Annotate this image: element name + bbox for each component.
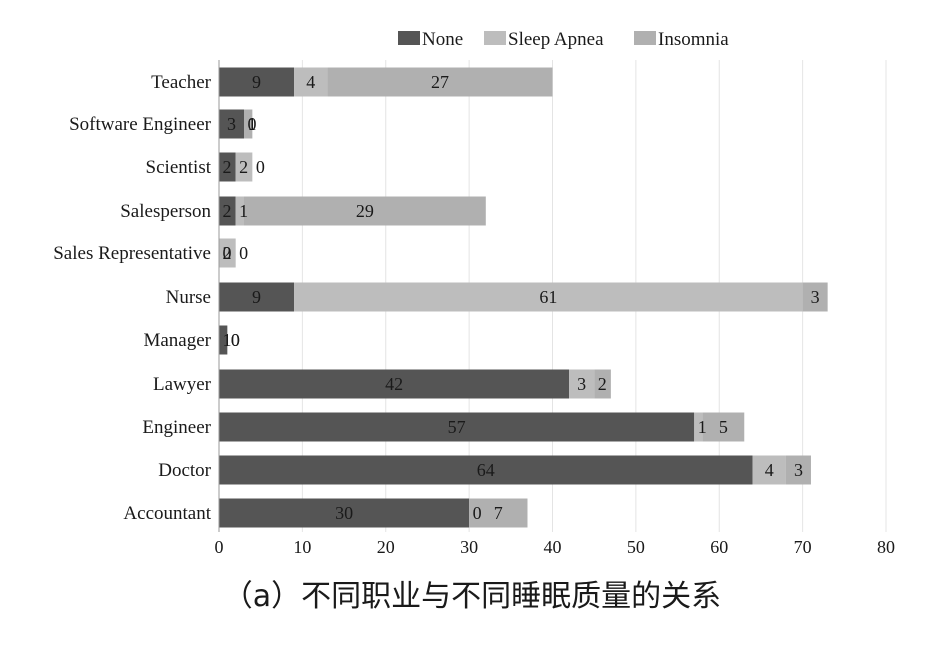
bar-teacher-none — [219, 67, 295, 97]
bar-software-engineer-insomnia — [244, 109, 253, 139]
legend-label-none: None — [422, 29, 463, 50]
x-tick-labels: 0 10 20 30 40 50 60 70 80 — [215, 537, 896, 557]
data-label-engineer-none: 57 — [448, 417, 466, 437]
x-tick-label-50: 50 — [627, 537, 645, 557]
category-label-nurse: Nurse — [166, 287, 211, 308]
data-label-engineer-sleep-apnea: 1 — [698, 417, 707, 437]
legend-swatch-insomnia — [634, 31, 656, 45]
data-label-software-engineer-sleep-apnea: 0 — [248, 114, 257, 134]
category-label-accountant: Accountant — [123, 503, 211, 524]
bar-lawyer-none — [219, 369, 570, 399]
data-label-lawyer-sleep-apnea: 3 — [577, 374, 586, 394]
x-tick-label-70: 70 — [794, 537, 812, 557]
category-label-software-engineer: Software Engineer — [69, 114, 212, 135]
data-label-manager-sleep-apnea: 0 — [231, 330, 240, 350]
bar-doctor-sleep-apnea — [752, 455, 786, 485]
category-label-manager: Manager — [143, 330, 211, 351]
bar-nurse-sleep-apnea — [294, 282, 803, 312]
data-label-salesperson-none: 2 — [223, 201, 232, 221]
data-label-software-engineer-insomnia: 1 — [248, 114, 257, 134]
data-label-scientist-none: 2 — [223, 157, 232, 177]
data-label-doctor-sleep-apnea: 4 — [765, 460, 774, 480]
data-label-salesperson-insomnia: 29 — [356, 201, 374, 221]
bar-lawyer-sleep-apnea — [569, 369, 595, 399]
data-label-teacher-sleep-apnea: 4 — [306, 72, 315, 92]
bar-sales-representative-sleep-apnea — [219, 238, 236, 268]
category-label-lawyer: Lawyer — [153, 374, 212, 395]
bar-teacher-insomnia — [327, 67, 553, 97]
x-tick-label-30: 30 — [460, 537, 478, 557]
data-label-sales-representative-insomnia: 0 — [239, 243, 248, 263]
bar-doctor-none — [219, 455, 753, 485]
data-label-lawyer-insomnia: 2 — [598, 374, 607, 394]
legend-label-sleep-apnea: Sleep Apnea — [508, 29, 604, 50]
bar-salesperson-sleep-apnea — [235, 196, 245, 226]
x-tick-label-10: 10 — [293, 537, 311, 557]
bar-doctor-insomnia — [785, 455, 811, 485]
x-tick-label-80: 80 — [877, 537, 895, 557]
data-label-lawyer-none: 42 — [385, 374, 403, 394]
category-label-engineer: Engineer — [142, 417, 211, 438]
data-label-salesperson-sleep-apnea: 1 — [239, 201, 248, 221]
data-label-scientist-sleep-apnea: 2 — [239, 157, 248, 177]
bar-nurse-insomnia — [802, 282, 828, 312]
data-label-scientist-insomnia: 0 — [256, 157, 265, 177]
bar-software-engineer-none — [219, 109, 245, 139]
data-label-manager-none: 1 — [223, 330, 232, 350]
data-label-teacher-none: 9 — [252, 72, 261, 92]
data-label-engineer-insomnia: 5 — [719, 417, 728, 437]
x-tick-label-40: 40 — [544, 537, 562, 557]
legend: None Sleep Apnea Insomnia — [398, 29, 729, 50]
bar-scientist-sleep-apnea — [235, 152, 253, 182]
bar-accountant-none — [219, 498, 470, 528]
data-label-accountant-insomnia: 7 — [494, 503, 503, 523]
x-tick-label-60: 60 — [710, 537, 728, 557]
bar-accountant-insomnia — [469, 498, 528, 528]
category-labels: Teacher Software Engineer Scientist Salespe… — [53, 72, 211, 524]
chart-title: （a）不同职业与不同睡眠质量的关系 — [223, 579, 721, 614]
category-label-salesperson: Salesperson — [120, 201, 211, 222]
category-label-teacher: Teacher — [151, 72, 212, 93]
data-label-teacher-insomnia: 27 — [431, 72, 449, 92]
bar-teacher-sleep-apnea — [294, 67, 328, 97]
bars — [219, 67, 828, 528]
bar-lawyer-insomnia — [594, 369, 611, 399]
bar-salesperson-insomnia — [244, 196, 486, 226]
bar-salesperson-none — [219, 196, 236, 226]
bar-manager-none — [219, 325, 228, 355]
data-label-nurse-sleep-apnea: 61 — [539, 287, 557, 307]
x-tick-label-0: 0 — [215, 537, 224, 557]
legend-swatch-sleep-apnea — [484, 31, 506, 45]
category-label-scientist: Scientist — [146, 157, 212, 178]
bar-scientist-none — [219, 152, 236, 182]
legend-label-insomnia: Insomnia — [658, 29, 729, 50]
data-label-sales-representative-sleep-apnea: 2 — [223, 243, 232, 263]
x-tick-label-20: 20 — [377, 537, 395, 557]
data-label-nurse-insomnia: 3 — [811, 287, 820, 307]
bar-engineer-insomnia — [702, 412, 745, 442]
bar-engineer-sleep-apnea — [694, 412, 703, 442]
bar-nurse-none — [219, 282, 295, 312]
data-label-sales-representative-none: 0 — [223, 243, 232, 263]
bar-engineer-none — [219, 412, 695, 442]
data-label-accountant-sleep-apnea: 0 — [473, 503, 482, 523]
data-label-accountant-none: 30 — [335, 503, 353, 523]
category-label-sales-representative: Sales Representative — [53, 243, 211, 264]
data-label-nurse-none: 9 — [252, 287, 261, 307]
data-label-manager-insomnia: 0 — [231, 330, 240, 350]
data-label-software-engineer-none: 3 — [227, 114, 236, 134]
data-label-doctor-insomnia: 3 — [794, 460, 803, 480]
data-label-doctor-none: 64 — [477, 460, 495, 480]
legend-swatch-none — [398, 31, 420, 45]
category-label-doctor: Doctor — [158, 460, 211, 481]
